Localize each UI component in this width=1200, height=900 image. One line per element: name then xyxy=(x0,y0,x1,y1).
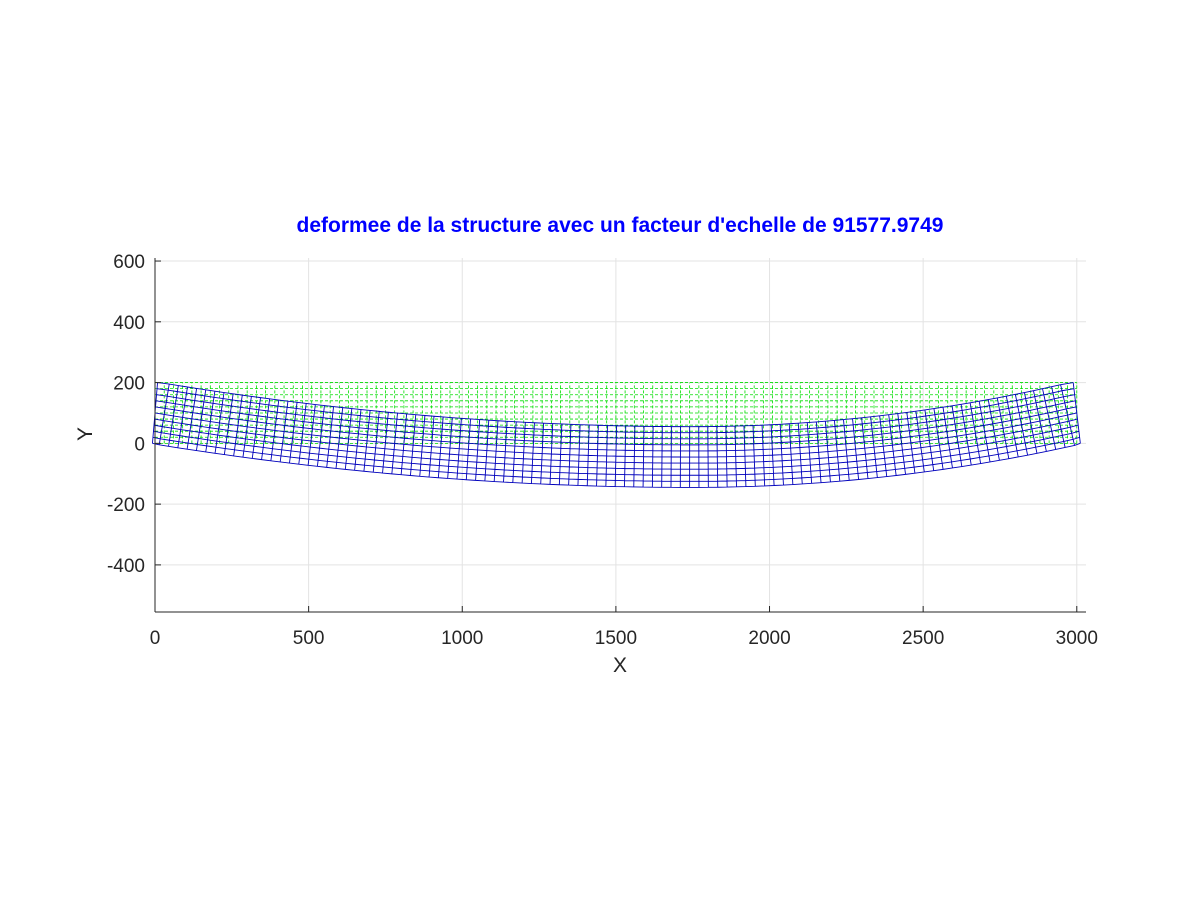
axes xyxy=(154,258,1086,613)
y-tick-label: 200 xyxy=(113,374,145,395)
y-tick-label: -400 xyxy=(107,556,145,577)
deformed-mesh xyxy=(152,382,1081,488)
x-tick-label: 3000 xyxy=(1056,628,1098,649)
x-tick-label: 2000 xyxy=(748,628,790,649)
x-tick-label: 2500 xyxy=(902,628,944,649)
y-tick-label: 0 xyxy=(134,434,145,455)
y-axis-label: Y xyxy=(74,427,97,441)
x-axis-label: X xyxy=(613,654,627,677)
deformed-mesh-lines xyxy=(152,382,1081,488)
x-tick-label: 1500 xyxy=(595,628,637,649)
x-ticks: 0 500 1000 1500 2000 2500 3000 xyxy=(150,606,1098,649)
x-tick-label: 0 xyxy=(150,628,161,649)
y-tick-label: 600 xyxy=(113,252,145,273)
y-tick-label: -200 xyxy=(107,495,145,516)
y-tick-label: 400 xyxy=(113,313,145,334)
x-tick-label: 500 xyxy=(293,628,325,649)
x-tick-label: 1000 xyxy=(441,628,483,649)
plot-title: deformee de la structure avec un facteur… xyxy=(297,214,944,237)
y-ticks: 600 400 200 0 -200 -400 xyxy=(107,252,161,577)
